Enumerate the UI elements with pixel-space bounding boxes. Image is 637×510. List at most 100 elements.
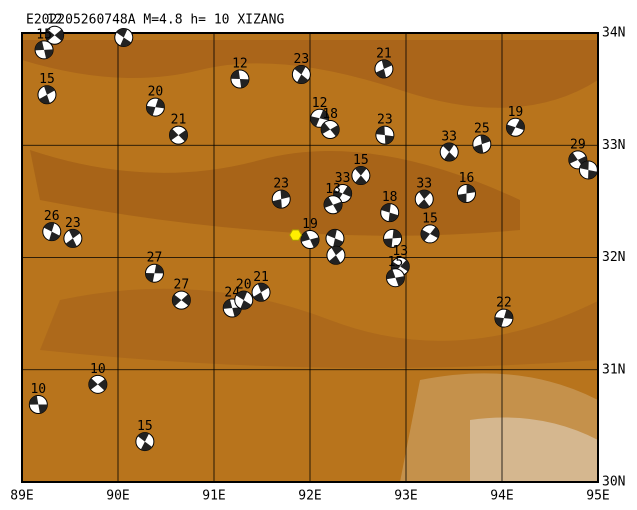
beachball-quadrant bbox=[272, 190, 290, 209]
depth-label: 20 bbox=[148, 85, 164, 100]
beachball bbox=[323, 195, 343, 215]
beachball bbox=[145, 97, 165, 117]
beachball bbox=[144, 263, 164, 283]
beachball-quadrant bbox=[326, 229, 344, 248]
beachball bbox=[234, 290, 254, 310]
beachball bbox=[494, 308, 514, 328]
beachball-quadrant bbox=[88, 378, 107, 391]
beachball-quadrant bbox=[506, 119, 525, 136]
beachball-quadrant bbox=[494, 309, 513, 327]
depth-label: 13 bbox=[392, 244, 408, 259]
beachball bbox=[385, 268, 405, 288]
beachball-quadrant bbox=[116, 28, 132, 47]
beachball bbox=[383, 228, 403, 248]
depth-label: 12 bbox=[312, 96, 328, 111]
beachball-quadrant bbox=[324, 196, 343, 213]
beachball bbox=[135, 432, 155, 452]
depth-label: 23 bbox=[65, 216, 81, 231]
beachball-quadrant bbox=[146, 98, 165, 116]
beachball bbox=[42, 222, 62, 242]
beachball-quadrant bbox=[329, 246, 343, 265]
beachball-quadrant bbox=[375, 126, 394, 145]
depth-label: 21 bbox=[171, 113, 187, 128]
depth-label: 19 bbox=[302, 217, 318, 232]
depth-label: 15 bbox=[39, 72, 55, 87]
y-tick-label: 32N bbox=[602, 250, 625, 265]
beachball-quadrant bbox=[473, 135, 491, 154]
beachball-quadrant bbox=[375, 59, 393, 78]
beachball bbox=[374, 59, 394, 79]
beachball bbox=[291, 65, 311, 85]
depth-label: 22 bbox=[496, 296, 512, 311]
depth-label: 19 bbox=[508, 105, 524, 120]
beachball bbox=[300, 230, 320, 250]
depth-label: 21 bbox=[253, 270, 269, 285]
depth-label: 18 bbox=[322, 107, 338, 122]
beachball bbox=[472, 134, 492, 154]
depth-label: 18 bbox=[382, 190, 398, 205]
beachball-quadrant bbox=[294, 65, 309, 84]
beachball-quadrant bbox=[145, 264, 164, 283]
beachball-quadrant bbox=[39, 85, 55, 104]
beachball-quadrant bbox=[43, 222, 60, 241]
beachball bbox=[505, 117, 525, 137]
beachball bbox=[578, 160, 598, 180]
beachball-quadrant bbox=[442, 142, 456, 161]
depth-label: 29 bbox=[570, 137, 586, 152]
y-tick-label: 31N bbox=[602, 362, 625, 377]
beachball bbox=[63, 228, 83, 248]
beachball bbox=[168, 125, 188, 145]
x-tick-label: 91E bbox=[202, 489, 225, 504]
beachball-quadrant bbox=[386, 269, 405, 287]
beachball bbox=[326, 245, 346, 265]
beachball bbox=[380, 203, 400, 223]
title: E202205260748A M=4.8 h= 10 XIZANG bbox=[26, 13, 284, 28]
y-tick-label: 30N bbox=[602, 475, 625, 490]
depth-label: 15 bbox=[422, 211, 438, 226]
depth-label: 23 bbox=[294, 52, 310, 67]
beachball bbox=[251, 282, 271, 302]
beachball bbox=[45, 25, 65, 45]
beachball-quadrant bbox=[321, 122, 340, 137]
beachball-quadrant bbox=[29, 395, 48, 414]
beachball-quadrant bbox=[301, 231, 319, 248]
depth-label: 12 bbox=[47, 13, 63, 28]
depth-label: 10 bbox=[90, 362, 106, 377]
beachball bbox=[37, 85, 57, 105]
x-tick-label: 93E bbox=[394, 489, 417, 504]
depth-label: 27 bbox=[147, 251, 163, 266]
x-tick-label: 94E bbox=[490, 489, 513, 504]
beachball-quadrant bbox=[417, 190, 431, 209]
y-tick-label: 34N bbox=[602, 26, 625, 41]
beachball-quadrant bbox=[35, 41, 54, 59]
beachball-quadrant bbox=[45, 29, 64, 42]
beachball bbox=[439, 142, 459, 162]
beachball bbox=[351, 166, 371, 186]
beachball-quadrant bbox=[236, 291, 252, 310]
depth-label: 20 bbox=[236, 278, 252, 293]
beachball bbox=[114, 27, 134, 47]
depth-label: 21 bbox=[376, 46, 392, 61]
beachball-quadrant bbox=[137, 432, 153, 451]
depth-label: 33 bbox=[335, 171, 351, 186]
beachball bbox=[34, 40, 54, 60]
beachball-quadrant bbox=[421, 226, 440, 242]
beachball bbox=[420, 224, 440, 244]
depth-label: 33 bbox=[441, 129, 457, 144]
beachball bbox=[456, 184, 476, 204]
beachball bbox=[320, 120, 340, 140]
beachball bbox=[171, 290, 191, 310]
beachball bbox=[325, 228, 345, 248]
depth-label: 15 bbox=[353, 153, 369, 168]
beachball bbox=[414, 189, 434, 209]
beachball bbox=[28, 395, 48, 415]
beachball-quadrant bbox=[169, 128, 188, 142]
beachball-quadrant bbox=[457, 184, 476, 203]
depth-label: 10 bbox=[30, 382, 46, 397]
x-tick-label: 89E bbox=[10, 489, 33, 504]
depth-label: 12 bbox=[232, 57, 248, 72]
beachball-quadrant bbox=[310, 110, 329, 127]
x-tick-label: 95E bbox=[586, 489, 609, 504]
beachball-quadrant bbox=[354, 166, 367, 185]
